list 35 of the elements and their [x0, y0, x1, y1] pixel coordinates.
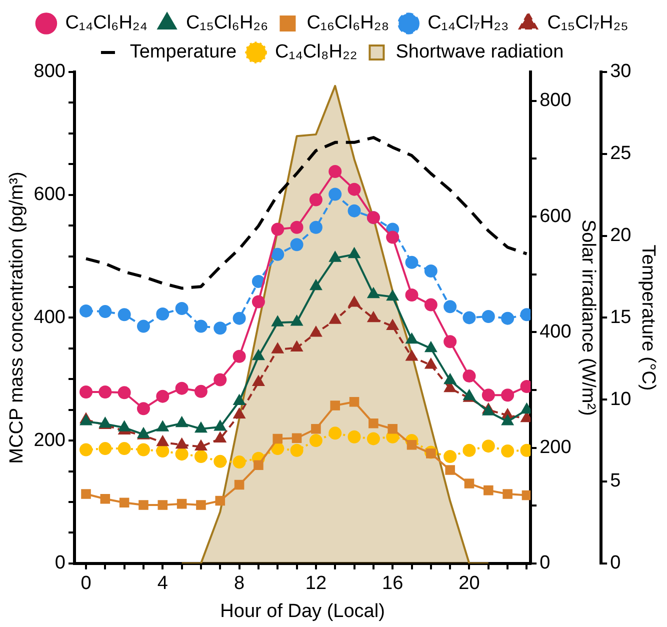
legend-label: Shortwave radiation — [396, 42, 564, 63]
y-tick-label: 800 — [34, 61, 66, 82]
x-axis-title: Hour of Day (Local) — [220, 600, 385, 622]
legend-label: Temperature — [130, 42, 237, 63]
legend-label: C₁₄Cl₆H₂₄ — [65, 12, 148, 34]
y3-tick-label: 5 — [610, 470, 621, 492]
x-tick-label: 12 — [305, 573, 327, 594]
y2-axis-title: Solar irradiance (W/m²) — [577, 220, 598, 416]
y2-tick-label: 400 — [540, 321, 572, 342]
y-tick-label: 200 — [34, 430, 66, 451]
legend-label: C₁₆Cl₆H₂₈ — [306, 12, 390, 34]
x-tick-label: 0 — [80, 573, 92, 594]
legend-label: C₁₅Cl₇H₂₅ — [547, 12, 628, 34]
x-tick-label: 16 — [382, 573, 404, 594]
y2-tick-label: 200 — [540, 437, 572, 458]
x-tick-label: 8 — [234, 573, 245, 594]
y3-tick-label: 0 — [610, 552, 621, 574]
y-tick-label: 0 — [54, 552, 66, 574]
y2-tick-label: 800 — [540, 90, 572, 112]
y3-tick-label: 15 — [610, 306, 632, 328]
legend-label: C₁₅Cl₆H₂₆ — [186, 12, 268, 34]
x-tick-label: 20 — [458, 573, 480, 594]
y3-tick-label: 25 — [610, 143, 632, 164]
y3-axis-title: Temperature (°C) — [637, 244, 658, 391]
legend-label: C₁₄Cl₈H₂₂ — [275, 42, 358, 63]
y2-tick-label: 600 — [540, 206, 572, 227]
x-tick-label: 4 — [157, 573, 168, 594]
y3-tick-label: 20 — [610, 225, 632, 246]
y-tick-label: 600 — [34, 184, 66, 206]
y-tick-label: 400 — [34, 306, 66, 328]
y3-tick-label: 30 — [610, 61, 632, 82]
y2-tick-label: 0 — [540, 552, 550, 574]
y3-tick-label: 10 — [610, 388, 632, 410]
legend-label: C₁₄Cl₇H₂₃ — [428, 12, 509, 34]
y-axis-title: MCCP mass concentration (pg/m³) — [6, 172, 28, 464]
